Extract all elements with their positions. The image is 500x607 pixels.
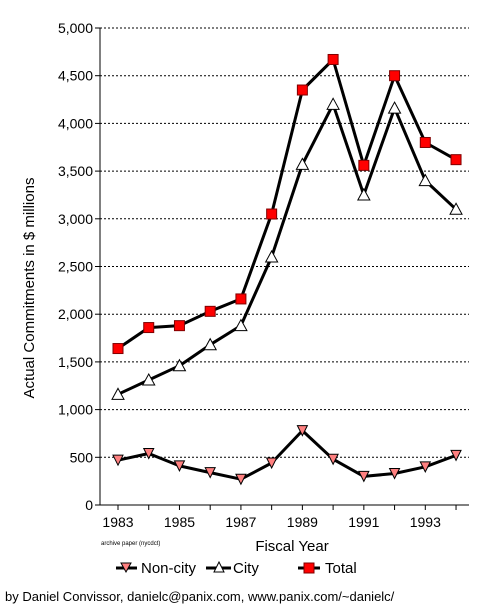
total-point xyxy=(327,53,339,65)
legend-city-label: City xyxy=(233,560,259,577)
legend-total-label: Total xyxy=(325,560,357,577)
noncity-point xyxy=(450,449,462,462)
noncity-point xyxy=(388,468,401,480)
total-point xyxy=(389,70,401,82)
city-point xyxy=(203,337,218,351)
series-markers xyxy=(111,53,463,486)
city-point xyxy=(264,249,279,263)
total-point xyxy=(235,293,247,305)
y-tick-label: 4,000 xyxy=(58,115,93,131)
x-tick-label: 1991 xyxy=(348,514,379,530)
credit-line: by Daniel Convissor, danielc@panix.com, … xyxy=(5,589,395,604)
total-point xyxy=(419,136,431,148)
city-point xyxy=(234,318,248,332)
legend-noncity-label: Non-city xyxy=(141,560,197,577)
total-point xyxy=(358,159,370,171)
total-point xyxy=(143,322,155,334)
x-tick-label: 1989 xyxy=(287,514,318,530)
x-axis-title: Fiscal Year xyxy=(255,538,328,555)
noncity-point xyxy=(235,473,247,486)
y-axis-ticks: 0 500 1,000 1,500 2,000 2,500 3,000 3,500 4,000 4… xyxy=(58,20,100,513)
noncity-point xyxy=(327,453,339,466)
total-point xyxy=(112,343,124,355)
city-point xyxy=(141,372,156,386)
y-tick-label: 2,000 xyxy=(58,306,93,322)
city-point xyxy=(326,97,340,110)
total-point xyxy=(173,320,185,332)
legend: Non-city City Total xyxy=(116,560,357,577)
noncity-point xyxy=(419,461,432,473)
legend-noncity-marker xyxy=(120,562,132,574)
y-tick-label: 500 xyxy=(70,449,94,465)
x-tick-label: 1993 xyxy=(410,514,441,530)
series-lines xyxy=(117,58,458,481)
legend-total-marker xyxy=(303,562,315,574)
y-axis-title: Actual Commitments in $ millions xyxy=(21,178,38,399)
city-point xyxy=(295,157,310,170)
x-tick-label: 1985 xyxy=(164,514,195,530)
city-point xyxy=(449,202,463,215)
total-point xyxy=(450,154,462,166)
x-axis-ticks: 1983 1985 1987 1989 1991 1993 xyxy=(102,505,457,530)
x-tick-label: 1987 xyxy=(225,514,256,530)
y-tick-label: 5,000 xyxy=(58,20,93,36)
legend-city-marker xyxy=(213,560,225,573)
city-point xyxy=(356,187,371,201)
y-tick-label: 2,500 xyxy=(58,259,93,275)
noncity-point xyxy=(112,454,124,467)
x-tick-label: 1983 xyxy=(102,514,133,530)
noncity-point xyxy=(296,425,309,437)
y-tick-label: 1,500 xyxy=(58,354,93,370)
total-point xyxy=(266,208,278,220)
total-point xyxy=(204,305,216,317)
total-point xyxy=(296,84,308,96)
noncity-point xyxy=(142,447,155,460)
noncity-point xyxy=(358,470,370,483)
y-tick-label: 1,000 xyxy=(58,402,93,418)
noncity-point xyxy=(265,457,278,470)
y-tick-label: 3,000 xyxy=(58,211,93,227)
noncity-point xyxy=(204,467,216,479)
city-point xyxy=(172,358,187,372)
city-point xyxy=(111,387,125,400)
gridlines xyxy=(100,27,469,458)
source-note: archive paper (nycdct) xyxy=(101,541,160,547)
city-point xyxy=(418,173,433,187)
y-tick-label: 3,500 xyxy=(58,163,93,179)
y-tick-label: 4,500 xyxy=(58,68,93,84)
series-line-total xyxy=(117,58,457,350)
noncity-point xyxy=(173,460,186,473)
series-line-non-city xyxy=(117,429,457,481)
y-tick-label: 0 xyxy=(85,497,93,513)
city-point xyxy=(387,101,402,114)
